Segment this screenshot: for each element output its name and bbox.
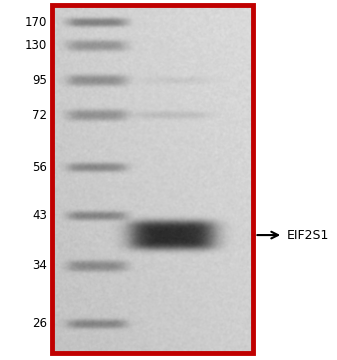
- Text: 43: 43: [32, 209, 47, 222]
- Text: 26: 26: [32, 318, 47, 330]
- Text: 95: 95: [32, 74, 47, 87]
- Text: 170: 170: [25, 16, 47, 29]
- Text: 72: 72: [32, 109, 47, 122]
- Text: 130: 130: [25, 40, 47, 53]
- Text: EIF2S1: EIF2S1: [286, 229, 329, 242]
- Text: 56: 56: [32, 161, 47, 174]
- Text: 34: 34: [32, 260, 47, 273]
